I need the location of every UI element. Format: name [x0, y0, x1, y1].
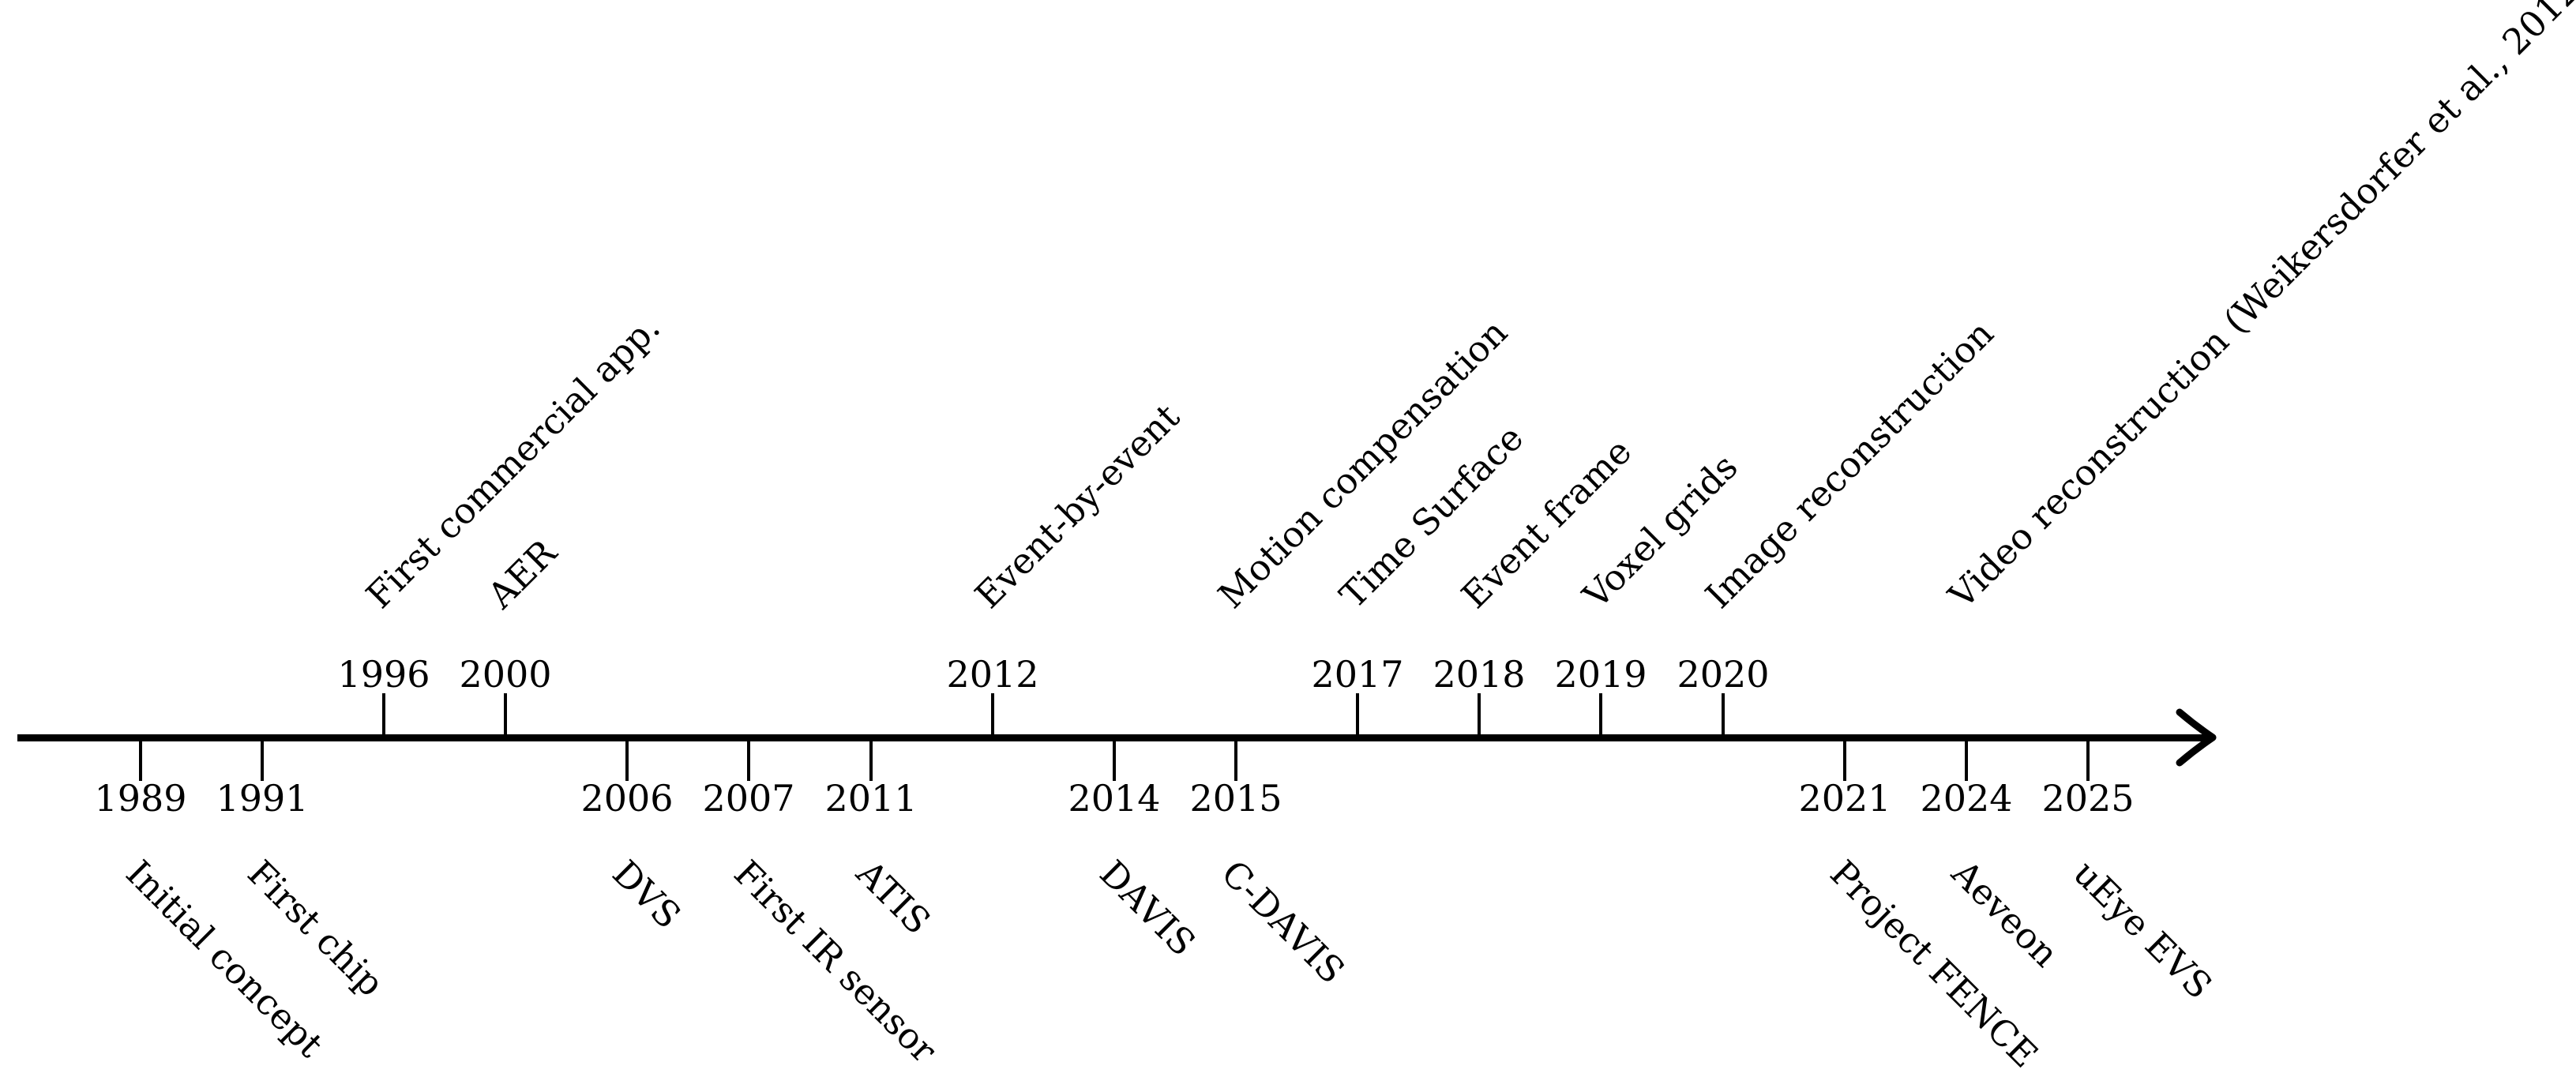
event-year: 2015	[1189, 777, 1282, 820]
tick	[625, 741, 629, 781]
event-label-below: Aeveon	[1943, 852, 2067, 975]
event-label-below: Project FENCE	[1822, 852, 2046, 1076]
tick	[139, 741, 142, 781]
event-year: 2024	[1920, 777, 2013, 820]
event-year: 2000	[459, 653, 552, 696]
tick	[382, 693, 385, 734]
event-year: 2019	[1554, 653, 1647, 696]
tick	[261, 741, 264, 781]
event-year: 2014	[1068, 777, 1161, 820]
event-year: 2007	[702, 777, 795, 820]
event-year: 2020	[1677, 653, 1770, 696]
event-year: 2017	[1311, 653, 1404, 696]
tick	[2086, 741, 2090, 781]
event-label-above: Image reconstruction	[1697, 312, 2002, 617]
event-label-below: DAVIS	[1091, 852, 1204, 964]
event-year: 2006	[580, 777, 674, 820]
event-year: 1991	[216, 777, 309, 820]
event-year: 1989	[94, 777, 187, 820]
tick	[1599, 693, 1602, 734]
event-label-above: Video reconstruction (Weikersdorfer et a…	[1940, 0, 2576, 617]
tick	[747, 741, 750, 781]
tick	[504, 693, 507, 734]
event-label-below: ATIS	[848, 852, 939, 943]
tick	[1478, 693, 1481, 734]
tick	[1965, 741, 1968, 781]
tick	[1722, 693, 1725, 734]
tick	[1234, 741, 1237, 781]
event-label-below: uEye EVS	[2065, 852, 2221, 1008]
event-year: 2012	[946, 653, 1039, 696]
tick	[1356, 693, 1359, 734]
tick	[1843, 741, 1846, 781]
arrowhead-icon	[2176, 708, 2217, 767]
event-year: 2025	[2041, 777, 2135, 820]
event-label-below: DVS	[604, 852, 689, 937]
event-year: 2018	[1433, 653, 1526, 696]
tick	[991, 693, 994, 734]
event-label-above: Event-by-event	[967, 396, 1188, 617]
tick	[869, 741, 873, 781]
tick	[1113, 741, 1116, 781]
event-year: 2011	[824, 777, 918, 820]
event-label-below: C-DAVIS	[1213, 852, 1354, 993]
event-year: 2021	[1798, 777, 1891, 820]
timeline-axis	[17, 734, 2206, 741]
event-label-above: AER	[479, 531, 565, 617]
event-year: 1996	[337, 653, 430, 696]
